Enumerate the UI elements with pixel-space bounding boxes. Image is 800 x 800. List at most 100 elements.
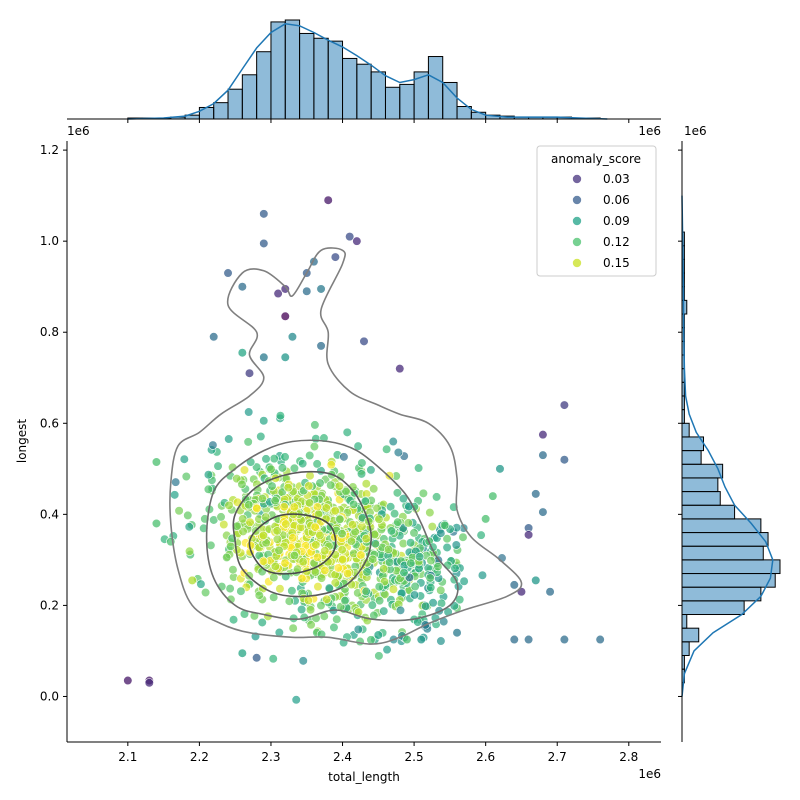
scatter-point	[275, 584, 285, 594]
scatter-point	[244, 368, 255, 378]
scatter-point	[320, 546, 330, 556]
scatter-point	[302, 286, 312, 296]
scatter-point	[410, 581, 420, 592]
scatter-point	[341, 486, 351, 497]
scatter-point	[345, 232, 355, 242]
scatter-point	[298, 458, 308, 469]
scatter-point	[538, 450, 548, 460]
scatter-point	[402, 634, 412, 645]
scatter-point	[426, 555, 436, 566]
top-histogram-bar	[213, 102, 229, 120]
scatter-point	[370, 539, 380, 549]
right-marginal-offset: 1e6	[684, 124, 707, 138]
scatter-point	[360, 496, 370, 506]
scatter-point	[477, 570, 488, 580]
scatter-point	[259, 352, 269, 362]
scatter-point	[287, 332, 298, 342]
scatter-point	[395, 364, 405, 374]
scatter-point	[239, 465, 250, 475]
scatter-point	[257, 617, 267, 628]
scatter-point	[432, 492, 442, 502]
top-marginal-histogram: 1e6 1e6	[67, 19, 661, 138]
scatter-point	[379, 606, 389, 616]
scatter-point	[258, 556, 268, 566]
scatter-point	[332, 614, 342, 624]
scatter-point	[259, 238, 269, 249]
scatter-point	[261, 454, 271, 464]
scatter-point	[144, 678, 154, 688]
scatter-point	[275, 411, 285, 421]
scatter-point	[382, 645, 392, 655]
scatter-point	[416, 634, 426, 645]
scatter-point	[291, 695, 301, 705]
scatter-point	[329, 622, 339, 632]
scatter-point	[375, 596, 385, 606]
scatter-point	[245, 517, 255, 527]
y-tick-label: 0.8	[40, 325, 59, 339]
scatter-point	[356, 550, 366, 560]
scatter-point	[320, 565, 330, 576]
scatter-point	[449, 601, 460, 611]
scatter-point	[298, 557, 308, 567]
scatter-point	[386, 502, 396, 512]
scatter-point	[414, 463, 424, 473]
legend-label: 0.12	[603, 235, 630, 249]
legend-marker	[572, 258, 582, 268]
top-histogram-bar	[384, 86, 401, 120]
legend-label: 0.06	[603, 193, 630, 207]
scatter-point	[392, 488, 403, 498]
scatter-point	[224, 434, 234, 444]
top-histogram-bar	[370, 71, 386, 120]
scatter-point	[237, 648, 247, 658]
scatter-point	[297, 604, 307, 615]
top-histogram-bar	[256, 51, 272, 120]
scatter-point	[123, 675, 133, 686]
legend-marker	[572, 174, 582, 184]
x-tick-label: 2.7	[548, 750, 567, 764]
scatter-point	[213, 461, 223, 471]
top-kde-curve	[127, 23, 608, 120]
scatter-point	[305, 605, 316, 615]
scatter-point	[452, 628, 462, 638]
scatter-point	[315, 530, 325, 540]
top-histogram-bar	[241, 74, 258, 120]
legend-label: 0.09	[603, 214, 630, 228]
scatter-point	[436, 636, 446, 646]
scatter-point	[343, 568, 353, 579]
scatter-point	[476, 530, 486, 540]
kde-contour-line	[248, 513, 337, 575]
scatter-point	[179, 454, 189, 464]
top-histogram-bar	[470, 111, 487, 120]
main-scatter-plot: 2.1 2.2 2.3 2.4 2.5 2.6 2.7 2.8 0.0 0.2 0.4 0.6 0.8…	[15, 141, 661, 784]
scatter-point	[297, 573, 307, 584]
y-axis-label: longest	[15, 419, 29, 464]
top-histogram-bar	[270, 21, 286, 120]
kde-contour-line	[205, 439, 459, 622]
y-tick-label: 1.0	[40, 234, 59, 248]
scatter-point	[196, 579, 206, 589]
scatter-point	[346, 536, 356, 546]
scatter-point	[226, 594, 236, 605]
scatter-point	[311, 540, 321, 550]
scatter-point	[272, 526, 282, 536]
right-histogram-bar	[681, 422, 690, 438]
scatter-point	[313, 582, 323, 592]
top-histogram-bar	[427, 56, 444, 120]
x-tick-label: 2.2	[190, 750, 209, 764]
scatter-point	[304, 481, 314, 491]
scatter-point	[509, 634, 519, 645]
scatter-point	[323, 195, 333, 205]
scatter-point	[321, 503, 331, 513]
scatter-point	[284, 596, 294, 606]
scatter-point	[559, 400, 569, 410]
y-tick-label: 1.2	[40, 143, 59, 157]
scatter-point	[339, 452, 349, 462]
scatter-point	[258, 530, 268, 540]
scatter-point	[269, 572, 279, 583]
scatter-point	[425, 573, 435, 583]
right-histogram-bar	[681, 614, 688, 629]
scatter-point	[200, 587, 211, 598]
right-marginal-histogram: 1e6	[678, 124, 781, 742]
scatter-point	[274, 545, 284, 555]
scatter-point	[225, 583, 235, 594]
